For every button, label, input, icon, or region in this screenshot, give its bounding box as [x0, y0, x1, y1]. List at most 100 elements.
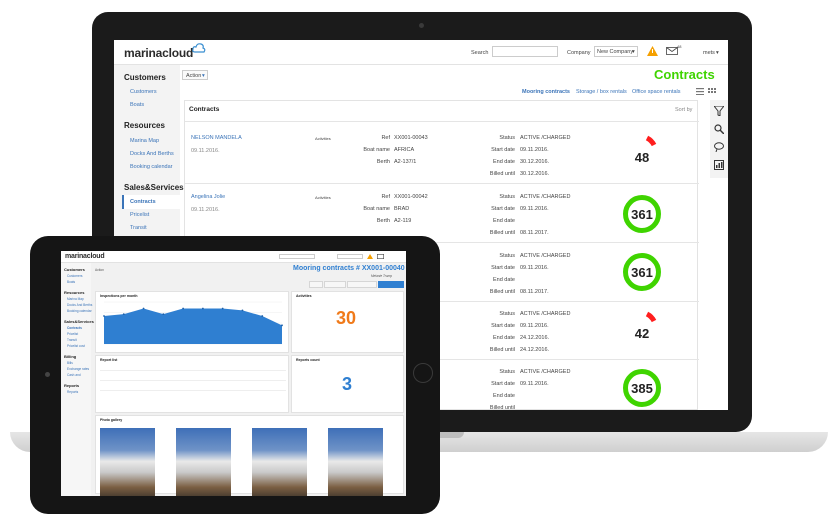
- boat-photo[interactable]: [328, 428, 383, 496]
- tablet-logo[interactable]: marinacloud: [65, 253, 105, 260]
- inspections-area-chart: [103, 301, 283, 345]
- tablet-primary-button[interactable]: [378, 281, 404, 288]
- field-label-end: End date: [492, 159, 515, 165]
- field-label-boat: Boat name: [363, 147, 390, 153]
- tablet-sidebar-item[interactable]: Marina Map: [67, 297, 84, 301]
- report-row[interactable]: [100, 380, 286, 381]
- grid-view-icon[interactable]: [708, 88, 716, 95]
- sidebar-item-booking[interactable]: Booking calendar: [130, 164, 173, 170]
- tablet-sidebar-item[interactable]: Bills: [67, 361, 73, 365]
- row-separator: [185, 359, 699, 360]
- contract-status: ACTIVE /CHARGED: [520, 135, 571, 141]
- contract-date: 09.11.2016.: [191, 148, 220, 154]
- search-input[interactable]: [492, 46, 558, 57]
- contract-start: 09.11.2016.: [520, 147, 549, 153]
- tablet-search-input[interactable]: [279, 254, 315, 259]
- sidebar-item-docks[interactable]: Docks And Berths: [130, 151, 174, 157]
- chart-point: [241, 309, 244, 312]
- tablet-sidebar-item[interactable]: Contracts: [67, 326, 82, 330]
- reports-count-card: Reports count 3: [291, 355, 404, 413]
- boat-photo[interactable]: [100, 428, 155, 496]
- boat-photo[interactable]: [252, 428, 307, 496]
- tablet-sidebar-item[interactable]: Booking calendar: [67, 309, 92, 313]
- report-row[interactable]: [100, 390, 286, 391]
- tablet-sidebar-heading: Reports: [64, 383, 80, 388]
- days-remaining: 361: [631, 264, 653, 280]
- tablet-tab-button[interactable]: [347, 281, 377, 288]
- tablet-mail-icon[interactable]: [377, 254, 384, 259]
- tablet-sidebar-item[interactable]: Reports: [67, 390, 79, 394]
- warning-icon[interactable]: [647, 46, 658, 56]
- tablet-sidebar-item[interactable]: Cash and: [67, 373, 81, 377]
- chat-icon[interactable]: [714, 142, 724, 152]
- days-remaining: 361: [631, 206, 653, 222]
- contract-end: 24.12.2016.: [520, 335, 550, 341]
- contract-ref: XX001-00042: [394, 194, 428, 200]
- sidebar-item-contracts[interactable]: Contracts: [130, 199, 156, 205]
- app-logo[interactable]: marinacloud: [124, 46, 194, 60]
- tablet-sidebar-item[interactable]: Pricelist: [67, 332, 79, 336]
- tablet-tab-button[interactable]: [309, 281, 323, 288]
- field-label-start: Start date: [491, 323, 515, 329]
- boat-photo[interactable]: [176, 428, 231, 496]
- company-select[interactable]: New Company ▾: [594, 46, 638, 57]
- tablet-sidebar-item[interactable]: Exchange rates: [67, 367, 90, 371]
- tablet-sidebar-item[interactable]: Customers: [67, 274, 83, 278]
- days-ring: 385: [623, 369, 661, 407]
- chart-point: [182, 307, 185, 310]
- sidebar-heading-customers: Customers: [124, 73, 166, 82]
- tablet-sidebar-item[interactable]: Docks And Berths: [67, 303, 93, 307]
- contract-start: 09.11.2016.: [520, 206, 549, 212]
- tablet-company-select[interactable]: [337, 254, 363, 259]
- tablet-tab-button[interactable]: [324, 281, 346, 288]
- sidebar-item-transit[interactable]: Transit: [130, 225, 147, 231]
- tab-storage-rentals[interactable]: Storage / box rentals: [576, 89, 627, 95]
- mail-icon[interactable]: [666, 47, 678, 55]
- tablet-sidebar: Customers Customers Boats Resources Mari…: [61, 263, 94, 496]
- tablet-sidebar-item[interactable]: Boats: [67, 280, 76, 284]
- sidebar-active-marker: [122, 195, 180, 209]
- tablet-home-button[interactable]: [413, 363, 433, 383]
- contract-berth: A2-119: [394, 218, 412, 224]
- inspections-card: Inspections per month: [95, 291, 289, 353]
- list-view-icon[interactable]: [696, 88, 704, 95]
- action-button[interactable]: Action ▾: [182, 70, 208, 80]
- contract-boat: AFRICA: [394, 147, 415, 153]
- contract-activities[interactable]: Activities: [315, 136, 331, 141]
- chart-point: [261, 315, 264, 317]
- sidebar-item-pricelist[interactable]: Pricelist: [130, 212, 150, 218]
- activities-card: Activities 30: [291, 291, 404, 353]
- tablet-warning-icon[interactable]: [367, 254, 373, 259]
- tab-office-rentals[interactable]: Office space rentals: [632, 89, 681, 95]
- contract-status: ACTIVE /CHARGED: [520, 311, 571, 317]
- sidebar-item-customers[interactable]: Customers: [130, 89, 157, 95]
- sidebar-item-boats[interactable]: Boats: [130, 102, 145, 108]
- tablet-screen: marinacloud Customers Customers Boats Re…: [61, 251, 406, 496]
- contract-activities[interactable]: Activities: [315, 195, 331, 200]
- contract-customer-name[interactable]: NELSON MANDELA: [191, 135, 242, 141]
- tablet-sidebar-item[interactable]: Pricelist cost: [67, 344, 85, 348]
- report-row[interactable]: [100, 370, 286, 371]
- filter-icon[interactable]: [714, 106, 724, 116]
- row-separator: [185, 183, 699, 184]
- tablet-sidebar-item[interactable]: Transit: [67, 338, 77, 342]
- sidebar-heading-resources: Resources: [124, 121, 165, 130]
- sort-by[interactable]: Sort by: [675, 107, 693, 113]
- field-label-end: End date: [492, 393, 515, 399]
- report-chart-icon[interactable]: [714, 160, 724, 170]
- field-label-end: End date: [492, 277, 515, 283]
- search-icon[interactable]: [714, 124, 724, 134]
- laptop-camera: [419, 23, 424, 28]
- top-bar: marinacloud Search Company New Company ▾…: [114, 40, 728, 65]
- tab-mooring-contracts[interactable]: Mooring contracts: [522, 89, 570, 95]
- report-list-title: Report list: [100, 358, 118, 362]
- sidebar-item-marina-map[interactable]: Marina Map: [130, 138, 160, 144]
- contract-customer-name[interactable]: Angelina Jolie: [191, 194, 226, 200]
- chart-point: [103, 315, 105, 317]
- user-menu[interactable]: mets: [703, 50, 715, 56]
- tablet-action-button[interactable]: Action: [95, 268, 104, 272]
- days-gauge: 42: [623, 311, 661, 349]
- days-ring: 361: [623, 253, 661, 291]
- contract-end: 30.12.2016.: [520, 159, 550, 165]
- tablet-sidebar-heading: Resources: [64, 290, 85, 295]
